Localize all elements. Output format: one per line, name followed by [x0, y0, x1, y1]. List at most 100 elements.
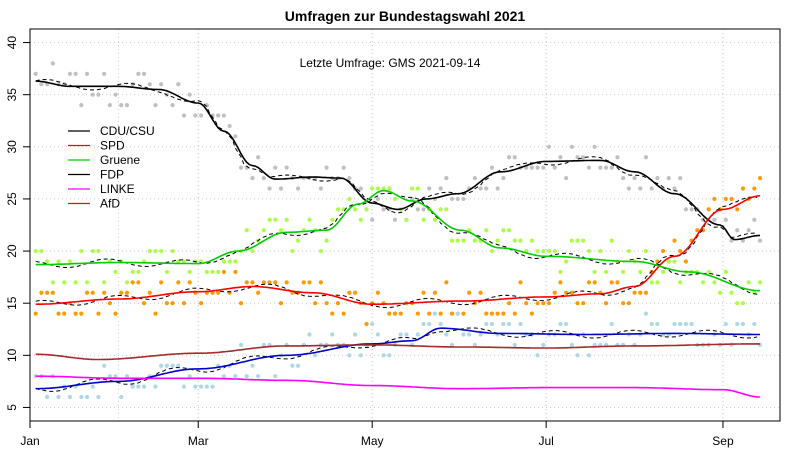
- poll-point: [164, 363, 169, 368]
- poll-point: [723, 269, 728, 275]
- poll-point: [250, 248, 255, 254]
- poll-point: [501, 311, 506, 316]
- poll-point: [415, 186, 420, 191]
- poll-point: [546, 144, 552, 149]
- poll-point: [358, 186, 363, 191]
- poll-point: [438, 311, 443, 316]
- poll-point: [56, 259, 61, 264]
- poll-point: [375, 186, 381, 191]
- poll-point: [318, 186, 323, 191]
- poll-point: [347, 290, 352, 295]
- poll-point: [455, 311, 460, 316]
- poll-point: [683, 259, 688, 264]
- poll-point: [364, 321, 369, 327]
- y-tick-label: 25: [5, 192, 19, 206]
- poll-point: [757, 280, 763, 285]
- poll-point: [546, 301, 552, 306]
- y-tick-label: 30: [5, 140, 19, 154]
- poll-point: [512, 311, 517, 316]
- poll-point: [324, 165, 329, 170]
- poll-point: [96, 311, 101, 316]
- poll-point: [752, 321, 757, 327]
- poll-point: [238, 165, 244, 170]
- poll-point: [39, 82, 44, 87]
- poll-point: [512, 342, 517, 347]
- poll-point: [141, 384, 147, 389]
- poll-point: [244, 228, 249, 233]
- poll-point: [541, 301, 546, 306]
- poll-point: [427, 186, 432, 191]
- poll-point: [45, 259, 50, 264]
- y-tick-label: 5: [5, 404, 19, 411]
- poll-point: [84, 290, 90, 295]
- x-tick-label: May: [361, 434, 384, 448]
- poll-point: [221, 259, 227, 264]
- poll-point: [204, 269, 209, 275]
- poll-point: [609, 321, 614, 327]
- poll-point: [153, 248, 158, 254]
- poll-point: [261, 175, 266, 181]
- poll-point: [467, 332, 472, 337]
- y-tick-label: 15: [5, 296, 19, 310]
- poll-point: [581, 155, 586, 160]
- y-tick-label: 20: [5, 244, 19, 258]
- poll-point: [449, 238, 455, 243]
- poll-point: [467, 290, 472, 295]
- poll-point: [107, 301, 112, 306]
- poll-point: [136, 384, 141, 389]
- poll-point: [159, 280, 164, 285]
- poll-point: [735, 228, 740, 233]
- poll-point: [461, 238, 466, 243]
- poll-point: [244, 280, 249, 285]
- poll-point: [364, 207, 369, 212]
- poll-point: [524, 301, 529, 306]
- poll-point: [358, 353, 363, 358]
- poll-point: [204, 384, 209, 389]
- poll-point: [438, 207, 443, 212]
- poll-point: [147, 248, 152, 254]
- poll-point: [67, 259, 73, 264]
- poll-point: [529, 238, 535, 243]
- poll-point: [307, 280, 312, 285]
- poll-point: [461, 196, 466, 202]
- poll-point: [187, 374, 192, 379]
- poll-point: [256, 290, 261, 295]
- y-tick-label: 40: [5, 36, 19, 50]
- poll-point: [181, 259, 187, 264]
- poll-point: [79, 248, 84, 254]
- poll-point: [592, 280, 597, 285]
- poll-point: [455, 238, 460, 243]
- poll-point: [96, 248, 101, 254]
- y-tick-label: 35: [5, 88, 19, 102]
- poll-point: [227, 259, 232, 264]
- poll-point: [313, 301, 318, 306]
- poll-point: [541, 248, 546, 254]
- poll-point: [267, 186, 272, 191]
- poll-point: [472, 238, 477, 243]
- poll-point: [432, 217, 438, 222]
- poll-point: [683, 321, 688, 327]
- poll-point: [113, 269, 118, 275]
- poll-point: [50, 290, 55, 295]
- poll-point: [102, 363, 107, 368]
- poll-point: [45, 394, 50, 400]
- poll-point: [261, 342, 266, 347]
- poll-point: [387, 311, 392, 316]
- poll-point: [586, 248, 592, 254]
- poll-point: [187, 269, 192, 275]
- poll-point: [649, 280, 654, 285]
- poll-point: [233, 134, 238, 139]
- poll-point: [506, 321, 512, 327]
- poll-point: [159, 82, 164, 87]
- poll-point: [638, 186, 643, 191]
- poll-point: [729, 196, 734, 202]
- poll-point: [176, 280, 181, 285]
- poll-point: [261, 228, 266, 233]
- poll-point: [444, 332, 449, 337]
- poll-point: [643, 248, 649, 254]
- poll-point: [199, 301, 204, 306]
- poll-point: [410, 196, 415, 202]
- poll-point: [187, 92, 192, 97]
- poll-point: [250, 280, 255, 285]
- poll-point: [256, 374, 261, 379]
